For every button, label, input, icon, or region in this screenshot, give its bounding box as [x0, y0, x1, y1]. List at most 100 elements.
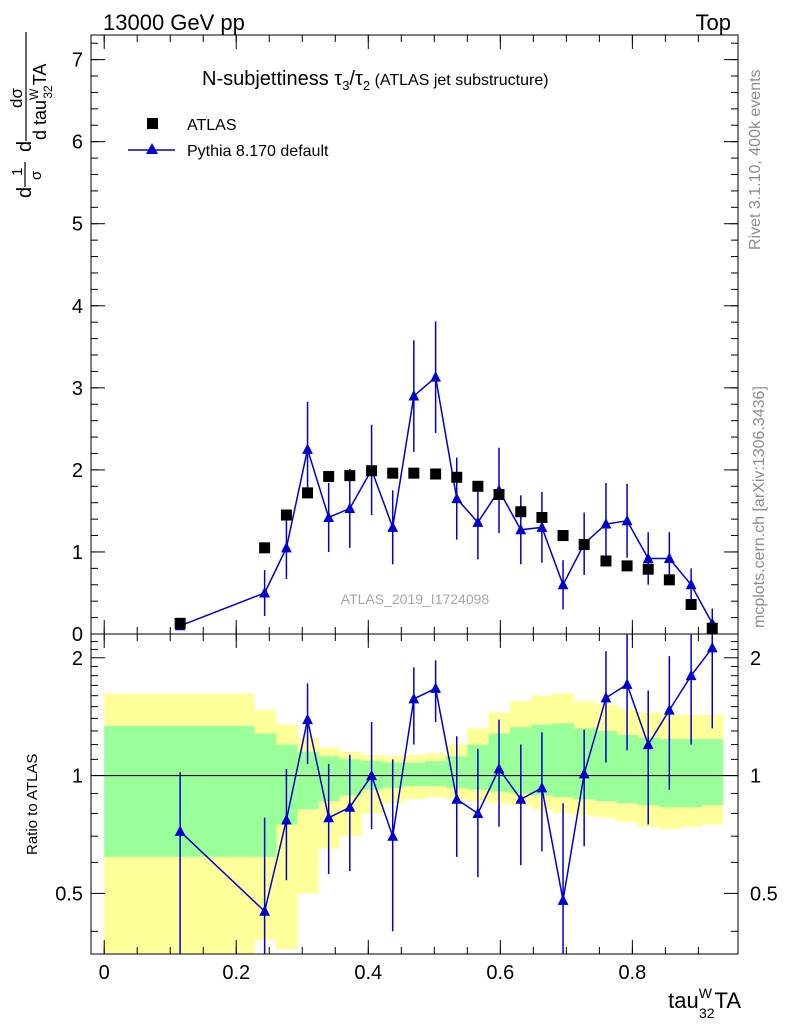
atlas-point: [408, 467, 420, 479]
mcplots-label: mcplots.cern.ch [arXiv:1306.3436]: [751, 386, 768, 628]
ratio-point: [706, 641, 718, 653]
main-y-tick-label: 5: [72, 214, 83, 236]
atlas-point: [493, 489, 505, 501]
mc-point: [663, 552, 675, 564]
ratio-point: [344, 801, 356, 812]
legend: ATLAS Pythia 8.170 default: [128, 117, 329, 160]
process-label: Top: [696, 10, 731, 35]
ratio-y-tick-label-right: 1: [750, 766, 761, 788]
ratio-point: [387, 830, 399, 841]
main-y-tick-label: 0: [72, 624, 83, 646]
atlas-point: [323, 470, 335, 482]
ratio-point: [600, 691, 612, 703]
collision-label: 13000 GeV pp: [103, 10, 245, 35]
title-sub1: 3: [342, 78, 349, 93]
legend-pythia-label: Pythia 8.170 default: [187, 143, 329, 160]
atlas-point: [259, 542, 271, 554]
title-slash: /τ: [349, 68, 363, 90]
atlas-point: [557, 530, 569, 542]
ratio-point: [451, 793, 463, 804]
main-y-tick-label: 4: [72, 296, 83, 318]
ratio-point: [323, 811, 335, 823]
mc-point: [344, 502, 356, 513]
atlas-point: [387, 467, 399, 479]
ratio-x-tick-label: 0: [99, 962, 110, 984]
atlas-point: [600, 555, 612, 567]
ratio-inner-band-bin: [403, 762, 426, 787]
title-tail: (ATLAS jet substructure): [370, 72, 548, 89]
main-y-tick-label: 3: [72, 378, 83, 400]
ratio-data-marks: [174, 634, 718, 954]
ratio-y-tick-label: 1: [72, 766, 83, 788]
x-axis-label: tauW 32TA: [668, 985, 741, 1021]
ratio-point: [557, 894, 569, 905]
ratio-point: [536, 781, 548, 793]
mc-point: [600, 518, 612, 529]
mc-point: [281, 541, 292, 553]
ratio-point: [366, 769, 377, 781]
mc-point: [408, 390, 420, 401]
ratio-y-label: Ratio to ATLAS: [24, 754, 41, 855]
ratio-point: [515, 793, 527, 804]
atlas-point: [430, 468, 442, 480]
mc-series-line: [179, 375, 713, 627]
ratio-inner-band-bin: [701, 739, 724, 806]
ratio-x-tick-label: 0.4: [354, 962, 382, 984]
ratio-y-tick-label-right: 0.5: [750, 883, 778, 905]
main-y-tick-label: 7: [72, 50, 83, 72]
title-sub2: 2: [363, 78, 370, 93]
main-y-tick-label: 1: [72, 542, 83, 564]
atlas-point: [663, 574, 675, 586]
ratio-point: [408, 692, 420, 704]
ylabel-den: d tauW32TA: [27, 64, 55, 140]
ratio-point: [578, 767, 590, 779]
xlabel-sub: 32: [699, 1005, 715, 1021]
ratio-point: [472, 807, 484, 818]
ratio-point: [685, 669, 697, 681]
ratio-point: [302, 713, 313, 725]
ratio-y-tick-label: 2: [72, 648, 83, 670]
legend-atlas-marker: [147, 118, 158, 129]
ratio-y-tick-label-right: 2: [750, 648, 761, 670]
main-y-tick-label: 2: [72, 460, 83, 482]
ratio-point: [281, 813, 292, 825]
atlas-point: [685, 598, 697, 610]
atlas-point: [302, 487, 314, 499]
atlas-point: [472, 480, 484, 492]
ratio-inner-band-bin: [595, 730, 618, 802]
atlas-point: [344, 470, 356, 482]
title-main: N-subjettiness τ: [202, 68, 342, 90]
mc-point: [430, 371, 442, 382]
legend-atlas-label: ATLAS: [187, 117, 237, 134]
ratio-inner-band-bin: [680, 739, 703, 808]
mc-point: [621, 514, 633, 526]
rivet-label: Rivet 3.1.10, 400k events: [747, 69, 764, 250]
atlas-point: [706, 622, 718, 634]
atlas-point: [621, 560, 633, 572]
legend-pythia-marker: [146, 143, 158, 154]
atlas-point: [642, 563, 654, 575]
atlas-point: [451, 471, 463, 483]
ratio-point: [174, 825, 186, 836]
ylabel-one: 1: [9, 168, 26, 176]
ratio-inner-band-bin: [425, 760, 447, 787]
ylabel-d2: d: [14, 141, 36, 152]
ylabel-den-sup: W: [27, 88, 41, 100]
ratio-inner-band-bin: [616, 734, 639, 804]
mc-point: [557, 578, 569, 590]
mc-point: [323, 511, 335, 522]
mc-point: [685, 578, 697, 590]
atlas-point: [578, 539, 590, 551]
mc-point: [515, 523, 527, 535]
ratio-x-tick-label: 0.6: [486, 962, 514, 984]
mc-point: [387, 521, 399, 532]
xlabel-base: tau: [668, 988, 699, 1013]
ylabel-den-sub: 32: [41, 85, 55, 99]
ratio-x-tick-label: 0.8: [618, 962, 646, 984]
ratio-point: [430, 682, 442, 693]
ylabel-den-tail: TA: [30, 64, 50, 86]
atlas-point: [280, 509, 292, 521]
atlas-point: [515, 506, 527, 518]
